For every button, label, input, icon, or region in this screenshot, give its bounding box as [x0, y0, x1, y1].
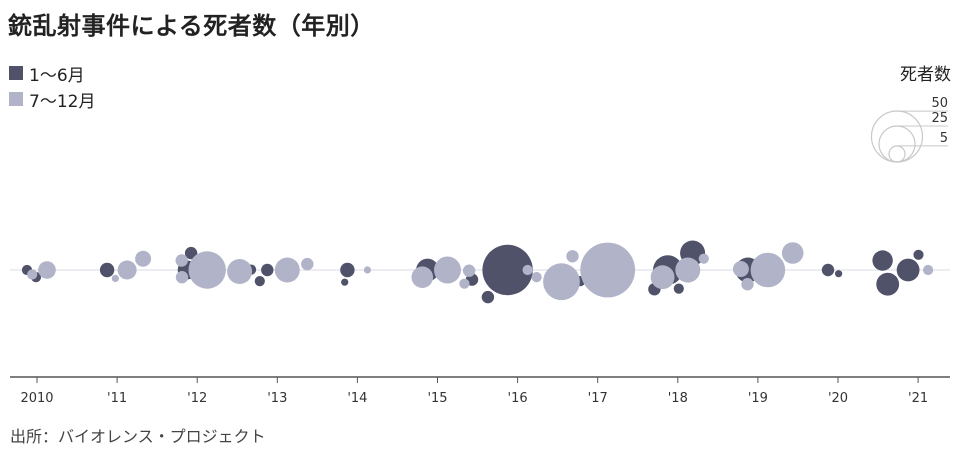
legend-item-second-half: 7～12月	[9, 86, 95, 112]
size-legend-label: 50	[931, 96, 948, 111]
bubble-jul-dec-2015-3	[459, 278, 470, 289]
color-legend: 1～6月 7～12月	[9, 60, 95, 112]
size-legend-circle	[878, 125, 916, 163]
bubble-jul-dec-2012-3	[175, 254, 188, 267]
bubble-jan-jun-2021-1	[876, 272, 900, 296]
bubble-jan-jun-2016-1	[481, 290, 495, 304]
bubble-jul-dec-2011-2	[111, 274, 119, 282]
size-legend-circle	[888, 145, 906, 163]
x-tick-label: '12	[187, 391, 207, 406]
x-tick-label: '20	[828, 391, 848, 406]
bubble-jul-dec-2010-1	[27, 269, 38, 280]
size-legend-label: 5	[940, 131, 948, 146]
bubble-jul-dec-2019-2	[732, 261, 749, 277]
bubble-jul-dec-2019-3	[741, 278, 754, 291]
bubble-jul-dec-2017-2	[566, 250, 579, 263]
legend-swatch-second-half	[9, 92, 23, 106]
bubble-jan-jun-2021-3	[913, 249, 924, 260]
bubble-jul-dec-2016-1	[531, 272, 542, 283]
bubble-jan-jun-2016-0	[482, 244, 533, 296]
bubble-jul-dec-2014-0	[363, 266, 371, 274]
bubble-jul-dec-2013-0	[274, 257, 300, 283]
bubble-jan-jun-2013-1	[254, 276, 265, 287]
x-tick-label: 2010	[20, 391, 53, 406]
bubble-jan-jun-2014-1	[341, 278, 349, 286]
bubble-jan-jun-2018-4	[673, 283, 684, 294]
x-tick-label: '16	[508, 391, 528, 406]
x-tick-label: '15	[427, 391, 447, 406]
bubble-jul-dec-2017-0	[580, 242, 636, 298]
legend-label-second-half: 7～12月	[29, 91, 96, 112]
size-legend-circle	[870, 110, 924, 163]
bubble-jul-dec-2019-0	[750, 252, 786, 288]
bubble-jul-dec-2012-1	[227, 259, 253, 284]
bubble-jul-dec-2013-1	[301, 257, 314, 271]
size-legend-title: 死者数	[900, 65, 951, 85]
bubble-jan-jun-2011-0	[99, 262, 115, 278]
bubble-jul-dec-2019-1	[781, 242, 804, 264]
bubble-jan-jun-2021-2	[872, 250, 893, 271]
legend-swatch-first-half	[9, 66, 23, 80]
chart-title: 銃乱射事件による死者数（年別）	[8, 12, 375, 40]
bubble-jul-dec-2018-0	[675, 257, 701, 283]
x-tick-label: '19	[748, 391, 768, 406]
bubble-jul-dec-2012-2	[175, 271, 189, 284]
bubble-jan-jun-2012-1	[184, 246, 198, 260]
bubble-jan-jun-2020-0	[821, 263, 835, 277]
bubble-jul-dec-2015-2	[462, 264, 476, 277]
x-tick-label: '14	[347, 391, 367, 406]
source-note: 出所：バイオレンス・プロジェクト	[10, 427, 266, 446]
bubble-jul-dec-2010-0	[38, 261, 56, 279]
bubble-jul-dec-2012-0	[188, 251, 226, 289]
legend-label-first-half: 1～6月	[29, 65, 85, 86]
bubble-jan-jun-2020-1	[835, 270, 843, 278]
bubble-jan-jun-2014-0	[340, 262, 355, 278]
bubble-jul-dec-2021-0	[923, 264, 934, 276]
bubble-jul-dec-2015-1	[411, 266, 434, 289]
bubble-jul-dec-2018-2	[698, 253, 709, 264]
x-tick-label: '11	[107, 391, 127, 406]
bubble-jul-dec-2017-1	[543, 263, 580, 301]
bubble-jul-dec-2018-1	[650, 265, 675, 290]
x-tick-label: '21	[908, 391, 928, 406]
bubble-jul-dec-2016-0	[522, 264, 533, 276]
x-tick-label: '18	[668, 391, 688, 406]
bubble-jul-dec-2015-0	[434, 256, 461, 284]
bubble-jan-jun-2013-0	[261, 263, 274, 277]
x-tick-label: '17	[588, 391, 608, 406]
x-tick-label: '13	[267, 391, 287, 406]
legend-item-first-half: 1～6月	[9, 60, 95, 86]
bubble-jul-dec-2011-1	[135, 250, 152, 267]
size-legend-label: 25	[931, 111, 948, 126]
bubble-jul-dec-2011-0	[117, 260, 137, 280]
bubble-jan-jun-2021-0	[896, 258, 920, 282]
